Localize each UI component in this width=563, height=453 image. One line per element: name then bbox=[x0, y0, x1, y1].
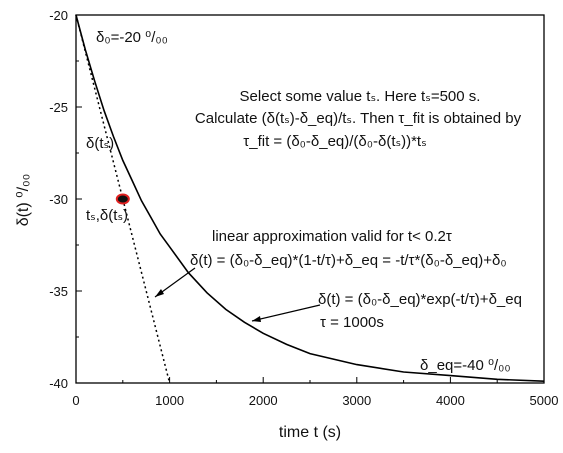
x-axis-title: time t (s) bbox=[279, 424, 341, 441]
linear-approx-series bbox=[75, 14, 171, 384]
text-block-line2: Calculate (δ(tₛ)-δ_eq)/tₛ. Then τ_fit is… bbox=[195, 110, 522, 127]
ts-marker bbox=[115, 193, 130, 205]
marker-label: tₛ,δ(tₛ) bbox=[86, 207, 128, 224]
text-block-line3: τ_fit = (δ₀-δ_eq)/(δ₀-δ(tₛ))*tₛ bbox=[243, 133, 426, 150]
y-tick-label: -35 bbox=[49, 284, 68, 299]
x-tick-label: 5000 bbox=[530, 393, 559, 408]
y-tick-label: -40 bbox=[49, 376, 68, 391]
exp-arrow-head bbox=[252, 316, 261, 322]
linear-annot-line1: linear approximation valid for t< 0.2τ bbox=[212, 228, 452, 245]
y-tick-label: -25 bbox=[49, 100, 68, 115]
linear-annot-line2: δ(t) = (δ₀-δ_eq)*(1-t/τ)+δ_eq = -t/τ*(δ₀… bbox=[190, 252, 507, 269]
exp-annot-line2: τ = 1000s bbox=[320, 314, 384, 331]
delta-eq-label: δ_eq=-40 ⁰/₀₀ bbox=[420, 357, 511, 374]
x-tick-label: 0 bbox=[72, 393, 79, 408]
y-tick-label: -20 bbox=[49, 8, 68, 23]
exp-decay-series bbox=[75, 14, 545, 382]
delta-ts-label: δ(tₛ) bbox=[86, 135, 114, 152]
x-tick-label: 4000 bbox=[436, 393, 465, 408]
x-axis-ticks: 0 1000 2000 3000 4000 5000 bbox=[72, 377, 558, 408]
x-tick-label: 2000 bbox=[249, 393, 278, 408]
x-tick-label: 3000 bbox=[342, 393, 371, 408]
y-axis-ticks: -20 -25 -30 -35 -40 bbox=[49, 8, 82, 391]
x-tick-label: 1000 bbox=[155, 393, 184, 408]
delta0-label: δ₀=-20 ⁰/₀₀ bbox=[96, 29, 168, 46]
exp-arrow-line bbox=[251, 304, 321, 322]
y-axis-title: δ(t) ⁰/₀₀ bbox=[15, 174, 32, 227]
exp-annot-line1: δ(t) = (δ₀-δ_eq)*exp(-t/τ)+δ_eq bbox=[318, 291, 522, 308]
linear-arrow-head bbox=[155, 289, 164, 297]
text-block-line1: Select some value tₛ. Here tₛ=500 s. bbox=[240, 88, 481, 105]
plot-frame bbox=[75, 14, 545, 384]
y-tick-label: -30 bbox=[49, 192, 68, 207]
